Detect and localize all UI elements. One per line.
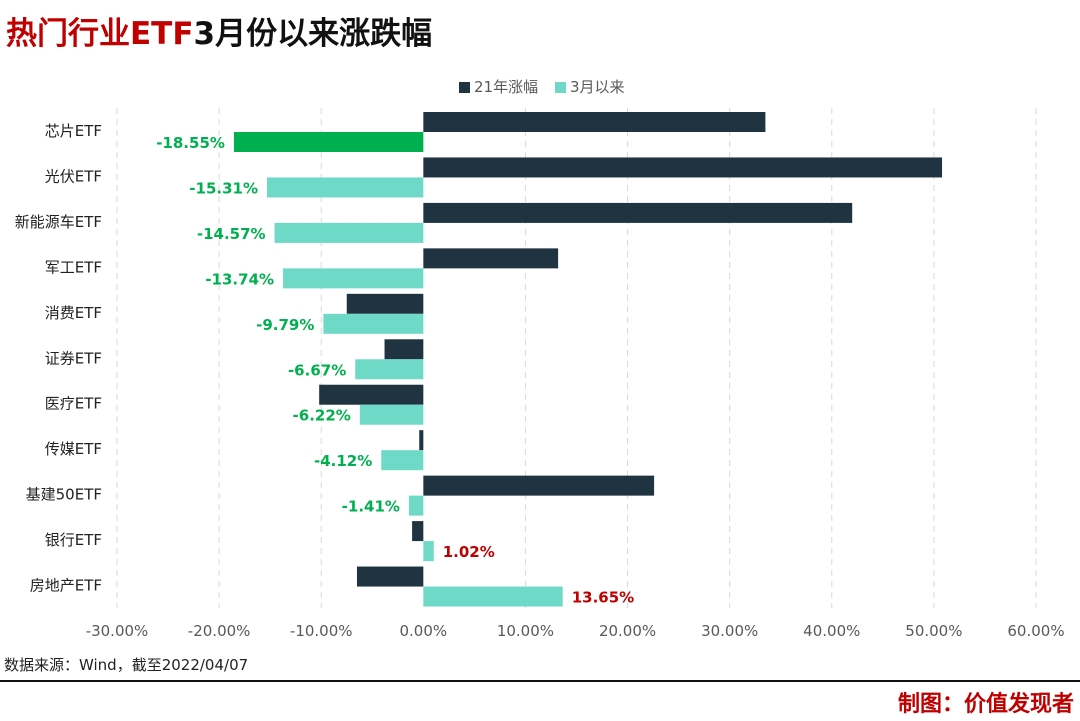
- x-tick-label: -10.00%: [290, 622, 353, 640]
- x-tick-label: 20.00%: [599, 622, 656, 640]
- bar-2021: [412, 521, 424, 542]
- bar-march: [355, 359, 424, 380]
- category-label: 新能源车ETF: [15, 213, 102, 231]
- x-tick-label: 30.00%: [701, 622, 758, 640]
- x-tick-label: 50.00%: [905, 622, 962, 640]
- data-source-note: 数据来源：Wind，截至2022/04/07: [4, 656, 249, 674]
- category-label: 光伏ETF: [45, 167, 102, 185]
- bar-march: [283, 268, 424, 289]
- chart-title: 热门行业ETF3月份以来涨跌幅: [6, 8, 432, 53]
- bar-march: [274, 222, 424, 243]
- bar-march: [267, 177, 424, 198]
- bar-2021: [319, 384, 424, 405]
- data-label-march: -18.55%: [156, 134, 225, 152]
- data-label-march: -6.22%: [293, 407, 351, 425]
- bar-march: [408, 495, 424, 516]
- category-label: 基建50ETF: [26, 486, 102, 504]
- category-label: 芯片ETF: [45, 122, 102, 140]
- data-label-march: -6.67%: [288, 361, 346, 379]
- chart-credit: 制图：价值发现者: [897, 692, 1074, 717]
- data-label-march: 1.02%: [443, 543, 495, 561]
- bar-march: [423, 586, 563, 607]
- bar-march: [323, 313, 424, 334]
- bar-march: [359, 404, 424, 425]
- x-tick-label: -30.00%: [86, 622, 149, 640]
- x-tick-label: 0.00%: [400, 622, 448, 640]
- data-label-march: 13.65%: [572, 589, 634, 607]
- bar-march: [381, 450, 424, 471]
- legend-swatch-march: [555, 82, 566, 93]
- bar-2021: [384, 339, 424, 360]
- data-label-march: -14.57%: [197, 225, 266, 243]
- chart-title-red: 热门行业ETF: [6, 16, 194, 52]
- data-label-march: -13.74%: [205, 270, 274, 288]
- bar-march: [423, 541, 434, 562]
- x-tick-label: 40.00%: [803, 622, 860, 640]
- bar-march: [233, 132, 424, 152]
- x-tick-label: 10.00%: [497, 622, 554, 640]
- category-label: 传媒ETF: [45, 440, 102, 458]
- legend-swatch-2021: [459, 82, 470, 93]
- category-label: 军工ETF: [45, 258, 102, 276]
- legend-label-march: 3月以来: [570, 78, 625, 96]
- category-label: 消费ETF: [45, 304, 102, 322]
- bar-2021: [419, 430, 424, 451]
- bar-2021: [356, 566, 424, 587]
- chart-title-dark: 3月份以来涨跌幅: [193, 16, 433, 52]
- bar-2021: [423, 248, 559, 269]
- legend-label-2021: 21年涨幅: [474, 78, 538, 96]
- data-label-march: -1.41%: [342, 498, 400, 516]
- bar-2021: [423, 202, 853, 223]
- x-tick-label: 60.00%: [1007, 622, 1064, 640]
- data-label-march: -9.79%: [256, 316, 314, 334]
- x-tick-label: -20.00%: [188, 622, 251, 640]
- category-label: 银行ETF: [45, 531, 102, 549]
- bar-2021: [423, 157, 943, 178]
- bar-2021: [346, 293, 424, 314]
- category-label: 证券ETF: [45, 349, 102, 367]
- bar-2021: [423, 475, 655, 496]
- category-label: 房地产ETF: [30, 577, 102, 595]
- data-label-march: -4.12%: [314, 452, 372, 470]
- footer-divider: [0, 680, 1080, 682]
- category-label: 医疗ETF: [45, 395, 102, 413]
- bar-2021: [423, 112, 766, 132]
- data-label-march: -15.31%: [189, 179, 258, 197]
